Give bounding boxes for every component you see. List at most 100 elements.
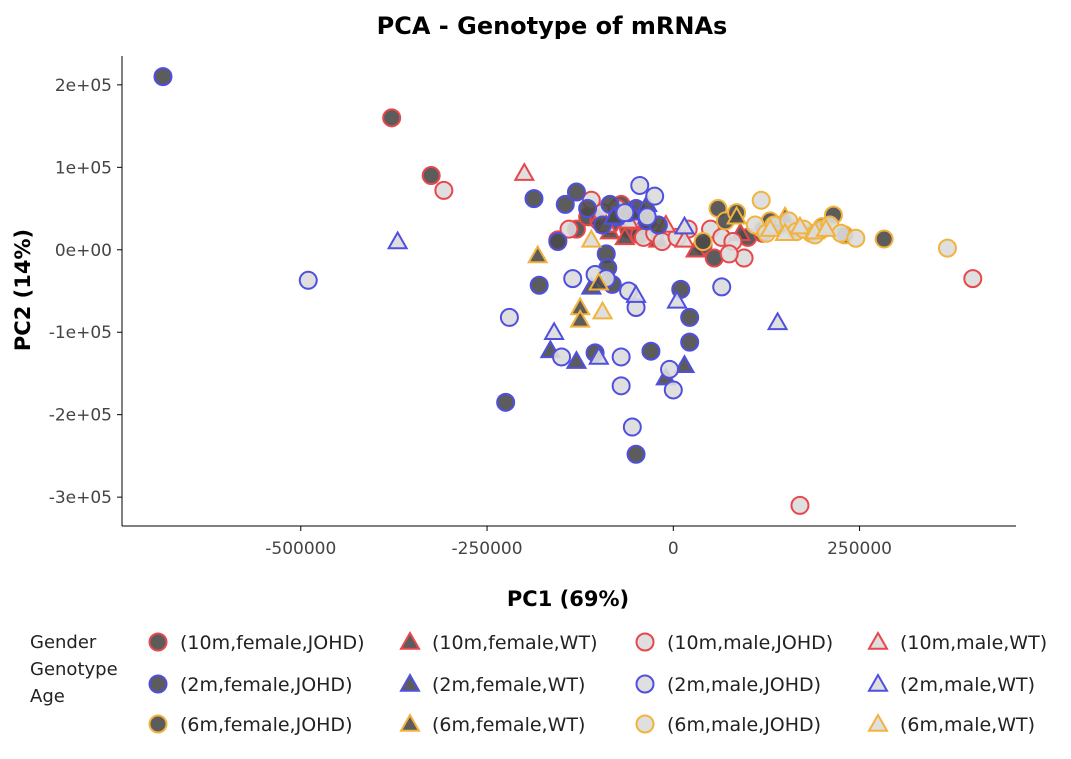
legend-entry-label: (6m,male,JOHD) xyxy=(667,714,821,736)
axes: -500000 -250000 0 250000 2e+05 1e+05 0e+00 -1e+… xyxy=(49,56,1016,559)
legend-entry-label: (2m,male,WT) xyxy=(900,674,1035,696)
legend-marker xyxy=(867,712,889,732)
data-point xyxy=(846,228,866,248)
data-point xyxy=(660,359,680,379)
data-point xyxy=(529,275,549,295)
data-point xyxy=(434,180,454,200)
data-point xyxy=(626,444,646,464)
legend-entry-label: (10m,female,WT) xyxy=(432,632,597,654)
y-tick-label: 2e+05 xyxy=(55,76,112,96)
data-point xyxy=(693,232,713,252)
data-point xyxy=(565,350,588,369)
legend-marker xyxy=(148,714,168,734)
data-point xyxy=(566,182,586,202)
data-point xyxy=(543,321,565,340)
data-point xyxy=(789,215,811,235)
data-point xyxy=(421,166,441,186)
data-point xyxy=(580,228,603,248)
data-point xyxy=(637,207,657,227)
legend-title-line: Gender xyxy=(30,632,97,653)
legend-entry-label: (10m,female,JOHD) xyxy=(180,632,365,654)
data-point xyxy=(563,269,583,289)
legend-entry-label: (10m,male,JOHD) xyxy=(667,632,833,654)
data-point xyxy=(578,199,598,219)
data-point xyxy=(673,354,696,373)
data-point xyxy=(766,311,789,331)
legend-marker xyxy=(399,630,421,650)
data-point xyxy=(719,244,739,264)
data-point xyxy=(751,190,771,210)
legend-marker xyxy=(635,674,655,694)
data-point xyxy=(559,219,579,239)
y-tick-label: -1e+05 xyxy=(49,323,112,343)
data-point xyxy=(774,222,796,242)
legend-marker xyxy=(867,672,889,692)
y-tick-label: -3e+05 xyxy=(49,488,112,508)
data-point xyxy=(680,307,700,327)
data-point xyxy=(673,228,696,248)
data-point xyxy=(673,215,696,235)
x-tick-label: -500000 xyxy=(265,539,336,559)
x-tick-label: 0 xyxy=(668,539,679,559)
data-point xyxy=(552,347,572,367)
data-point xyxy=(666,289,688,309)
data-point xyxy=(588,345,610,365)
data-point xyxy=(555,194,575,214)
data-point xyxy=(526,244,549,264)
plot-area xyxy=(153,67,983,515)
data-point xyxy=(680,332,700,352)
data-point xyxy=(725,205,748,225)
data-point xyxy=(499,307,519,327)
data-point xyxy=(153,67,173,87)
y-axis-title: PC2 (14%) xyxy=(11,229,35,351)
data-point xyxy=(712,277,732,297)
legend-marker xyxy=(148,632,168,652)
legend-entry-label: (6m,female,WT) xyxy=(432,714,585,736)
legend-marker xyxy=(635,632,655,652)
chart-title: PCA - Genotype of mRNAs xyxy=(377,12,728,40)
data-point xyxy=(663,380,683,400)
data-point xyxy=(622,417,642,437)
legend-marker xyxy=(867,630,889,650)
legend-entry-label: (2m,female,JOHD) xyxy=(180,674,352,696)
data-point xyxy=(386,230,409,250)
data-point xyxy=(815,218,837,237)
data-point xyxy=(513,162,536,181)
legend-entry-label: (6m,female,JOHD) xyxy=(180,714,352,736)
data-point xyxy=(615,203,635,223)
data-point xyxy=(524,189,544,209)
data-point xyxy=(645,186,665,206)
legend-entry-label: (10m,male,WT) xyxy=(900,632,1047,654)
data-point xyxy=(496,392,516,412)
x-axis-title: PC1 (69%) xyxy=(507,587,629,611)
data-point xyxy=(611,347,631,367)
data-point xyxy=(569,308,591,328)
legend-entry-label: (2m,female,WT) xyxy=(432,674,585,696)
data-point xyxy=(625,284,647,303)
legend-title-line: Genotype xyxy=(30,659,118,680)
data-point xyxy=(382,108,402,128)
legend-marker xyxy=(635,714,655,734)
y-tick-label: 1e+05 xyxy=(55,158,112,178)
legend-marker xyxy=(148,674,168,694)
data-point xyxy=(963,269,983,289)
data-point xyxy=(874,229,894,249)
data-point xyxy=(548,232,568,252)
data-point xyxy=(614,226,636,246)
data-point xyxy=(298,270,318,290)
x-tick-label: -250000 xyxy=(452,539,523,559)
y-tick-label: -2e+05 xyxy=(49,406,112,426)
legend-entry-label: (2m,male,JOHD) xyxy=(667,674,821,696)
data-point xyxy=(790,495,810,515)
data-point xyxy=(591,300,614,320)
data-point xyxy=(630,175,650,195)
y-tick-label: 0e+00 xyxy=(55,241,112,261)
legend: Gender Genotype Age (10m,female,JOHD) (10m,f… xyxy=(30,630,1047,736)
data-point xyxy=(611,376,631,396)
data-point xyxy=(759,218,781,237)
legend-title-line: Age xyxy=(30,686,65,707)
legend-marker xyxy=(399,712,421,732)
data-point xyxy=(588,271,610,291)
data-point xyxy=(641,341,661,361)
